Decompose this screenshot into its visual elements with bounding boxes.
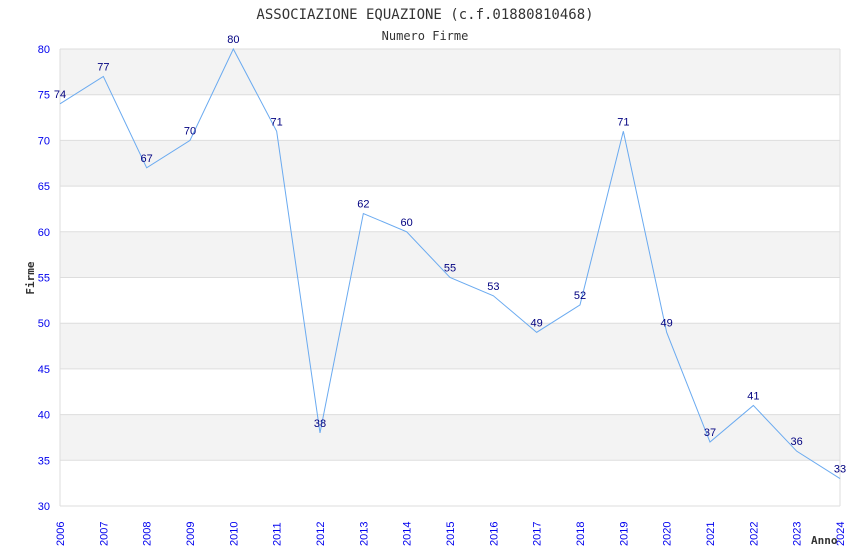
- x-tick-label: 2010: [228, 522, 240, 546]
- x-tick-label: 2022: [748, 522, 760, 546]
- data-label: 74: [54, 89, 66, 101]
- y-axis-label: Firme: [24, 261, 37, 294]
- data-label: 49: [661, 317, 673, 329]
- grid-band: [60, 140, 840, 187]
- data-label: 70: [184, 125, 196, 137]
- data-label: 53: [487, 281, 499, 293]
- data-label: 33: [834, 464, 846, 476]
- y-tick-label: 45: [38, 364, 50, 376]
- data-label: 49: [531, 317, 543, 329]
- data-label: 41: [747, 390, 759, 402]
- chart-title: ASSOCIAZIONE EQUAZIONE (c.f.01880810468): [256, 7, 593, 23]
- y-tick-label: 80: [38, 44, 50, 56]
- data-label: 71: [617, 116, 629, 128]
- data-label: 77: [97, 61, 109, 73]
- x-tick-label: 2006: [55, 522, 67, 546]
- y-tick-label: 50: [38, 318, 50, 330]
- y-tick-label: 40: [38, 410, 50, 422]
- data-label: 55: [444, 263, 456, 275]
- series-line: [59, 47, 841, 480]
- data-label: 36: [791, 436, 803, 448]
- data-label: 71: [271, 116, 283, 128]
- data-label: 60: [401, 217, 413, 229]
- x-tick-label: 2019: [618, 522, 630, 546]
- x-tick-label: 2015: [445, 522, 457, 546]
- x-tick-label: 2007: [98, 522, 110, 546]
- y-tick-label: 70: [38, 135, 50, 147]
- y-tick-label: 60: [38, 227, 50, 239]
- y-tick-label: 35: [38, 455, 50, 467]
- x-tick-label: 2011: [272, 522, 284, 546]
- x-tick-label: 2018: [575, 522, 587, 546]
- grid-band: [60, 49, 840, 95]
- x-tick-label: 2013: [358, 522, 370, 546]
- data-label: 52: [574, 290, 586, 302]
- y-tick-label: 65: [38, 181, 50, 193]
- x-tick-label: 2012: [315, 522, 327, 546]
- x-tick-label: 2016: [488, 522, 500, 546]
- x-tick-label: 2009: [185, 522, 197, 546]
- x-axis-label: Anno: [811, 534, 838, 547]
- chart-subtitle: Numero Firme: [382, 29, 469, 43]
- x-tick-label: 2021: [705, 522, 717, 546]
- y-tick-label: 55: [38, 273, 50, 285]
- data-label: 62: [357, 199, 369, 211]
- data-label: 80: [227, 34, 239, 46]
- data-label: 38: [314, 418, 326, 430]
- grid-band: [60, 414, 840, 461]
- x-tick-label: 2008: [142, 522, 154, 546]
- y-tick-label: 75: [38, 90, 50, 102]
- y-tick-label: 30: [38, 501, 50, 513]
- data-label: 67: [141, 153, 153, 165]
- x-tick-label: 2014: [402, 522, 414, 546]
- x-tick-label: 2023: [792, 522, 804, 546]
- grid-band: [60, 231, 840, 278]
- data-label: 37: [704, 427, 716, 439]
- x-tick-label: 2017: [532, 522, 544, 546]
- grid-band: [60, 323, 840, 369]
- x-tick-label: 2020: [662, 522, 674, 546]
- x-tick-label: 2024: [835, 522, 847, 546]
